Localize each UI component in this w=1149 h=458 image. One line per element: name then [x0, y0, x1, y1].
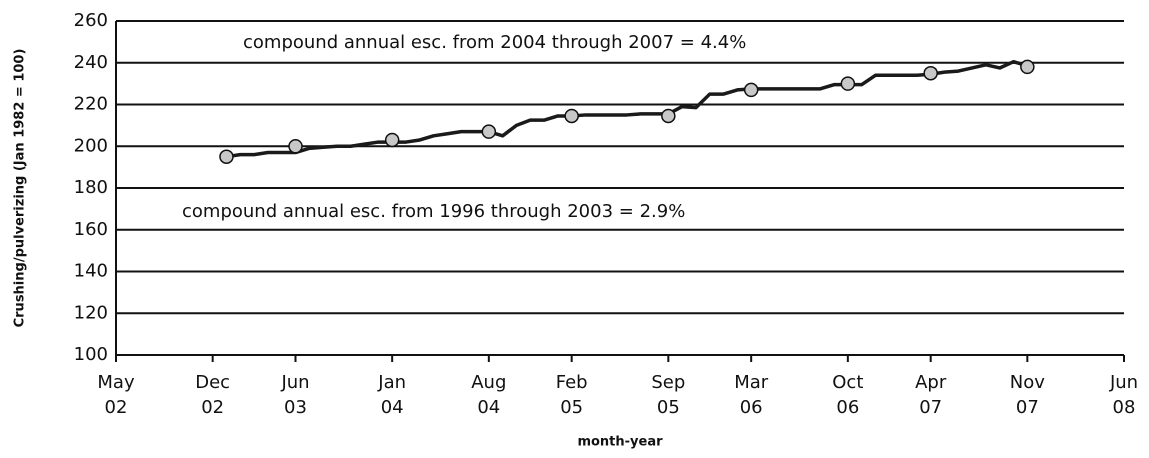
- line: [226, 59, 1028, 159]
- x-tick-label: Feb 05: [556, 372, 588, 418]
- marker: [219, 149, 234, 164]
- marker: [743, 82, 759, 98]
- annotation: compound annual esc. from 1996 through 2…: [182, 201, 685, 222]
- y-tick-label: 260: [74, 10, 108, 31]
- marker: [564, 108, 579, 124]
- x-tick-label: Sep 05: [651, 372, 685, 418]
- y-tick-label: 160: [74, 219, 108, 240]
- y-tick-label: 200: [74, 135, 108, 156]
- x-tick-label: Jun 08: [1109, 372, 1138, 418]
- y-tick-label: 220: [74, 94, 108, 115]
- marker: [481, 124, 497, 139]
- x-tick-label: Mar 06: [734, 372, 769, 418]
- x-tick-label: Apr 07: [915, 372, 947, 418]
- y-tick-label: 180: [74, 177, 108, 198]
- y-tick-label: 120: [74, 302, 108, 323]
- x-tick-label: Nov 07: [1010, 372, 1045, 418]
- y-axis-label: Crushing/pulverizing (Jan 1982 = 100): [13, 49, 28, 328]
- y-tick-label: 140: [74, 261, 108, 282]
- annotation: compound annual esc. from 2004 through 2…: [243, 32, 746, 53]
- x-tick-label: Jun 03: [280, 372, 309, 418]
- marker: [661, 108, 676, 124]
- marker: [288, 139, 303, 154]
- x-tick-label: Jan 04: [377, 372, 406, 418]
- y-tick-label: 100: [74, 344, 108, 365]
- marker: [923, 65, 938, 81]
- x-tick-label: Oct 06: [832, 372, 863, 418]
- x-tick-label: Aug 04: [471, 372, 506, 418]
- marker: [384, 132, 400, 148]
- x-axis-label: month-year: [577, 435, 663, 450]
- x-tick-label: May 02: [97, 372, 135, 418]
- marker: [1020, 59, 1035, 75]
- marker: [840, 76, 856, 91]
- y-tick-label: 240: [74, 52, 108, 73]
- x-tick-label: Dec 02: [195, 372, 230, 418]
